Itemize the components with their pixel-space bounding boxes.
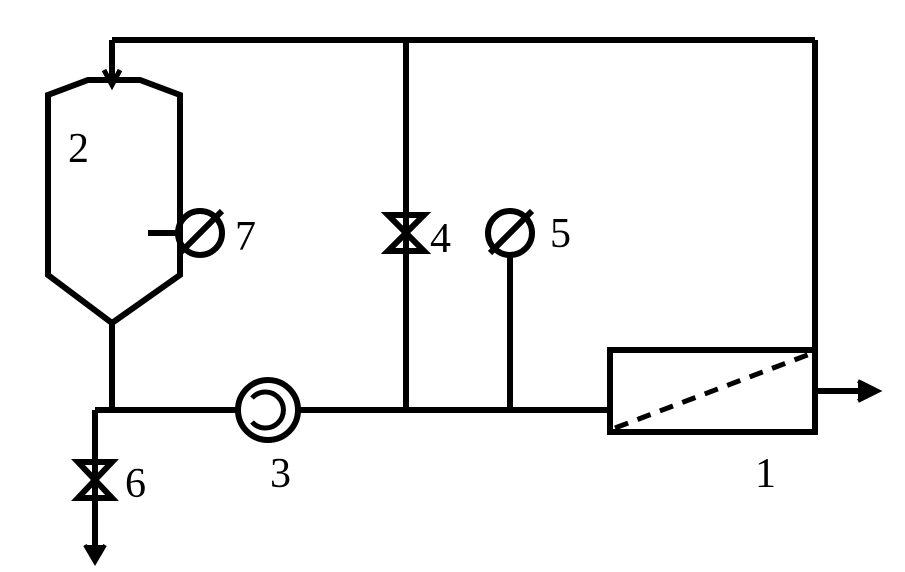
arrow-valve6-out	[85, 545, 105, 562]
pump-icon	[238, 380, 298, 440]
tank-node	[48, 80, 180, 323]
membrane-diagonal	[615, 354, 810, 428]
label-1: 1	[755, 450, 776, 498]
label-6: 6	[125, 460, 146, 508]
arrow-membrane-out	[858, 381, 878, 401]
label-5: 5	[550, 210, 571, 258]
label-7: 7	[235, 213, 256, 261]
label-4: 4	[430, 215, 451, 263]
label-2: 2	[68, 125, 89, 173]
pump-arc	[252, 392, 283, 428]
label-3: 3	[270, 450, 291, 498]
